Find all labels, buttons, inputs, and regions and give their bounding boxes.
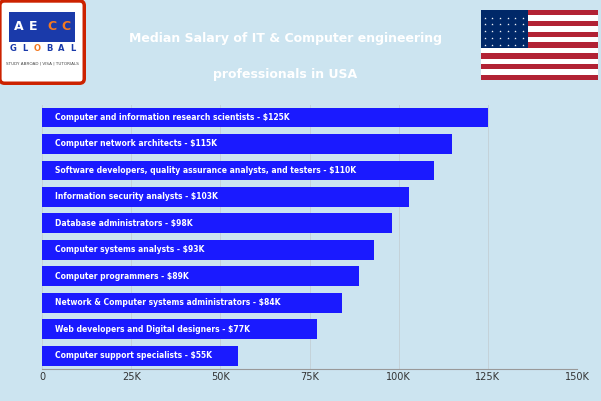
Text: O: O xyxy=(34,44,41,53)
Bar xyxy=(42,266,359,286)
Bar xyxy=(481,21,598,26)
Bar xyxy=(42,213,391,233)
FancyBboxPatch shape xyxy=(9,12,75,42)
Bar xyxy=(42,134,452,154)
Text: C: C xyxy=(61,20,70,33)
Text: professionals in USA: professionals in USA xyxy=(213,68,358,81)
FancyBboxPatch shape xyxy=(42,91,577,105)
Bar xyxy=(481,26,598,32)
Bar xyxy=(481,75,598,80)
Bar xyxy=(42,346,238,366)
Text: A: A xyxy=(14,20,23,33)
Bar xyxy=(481,15,598,21)
Bar xyxy=(42,293,341,313)
Bar xyxy=(481,10,528,48)
Text: Computer network architects - $115K: Computer network architects - $115K xyxy=(55,140,216,148)
Text: Database administrators - $98K: Database administrators - $98K xyxy=(55,219,192,228)
Bar xyxy=(481,32,598,37)
Bar xyxy=(481,69,598,75)
Bar xyxy=(42,240,374,260)
Bar xyxy=(481,43,598,48)
Bar xyxy=(481,10,598,15)
FancyBboxPatch shape xyxy=(0,1,84,83)
Text: Software developers, quality assurance analysts, and testers - $110K: Software developers, quality assurance a… xyxy=(55,166,356,175)
Text: L: L xyxy=(70,44,75,53)
Bar xyxy=(481,64,598,69)
Bar xyxy=(481,48,598,53)
Text: C: C xyxy=(47,20,56,33)
Text: STUDY ABROAD | VISA | TUTORIALS: STUDY ABROAD | VISA | TUTORIALS xyxy=(5,61,79,65)
Text: A: A xyxy=(58,44,65,53)
Text: Network & Computer systems administrators - $84K: Network & Computer systems administrator… xyxy=(55,298,280,307)
Text: Computer programmers - $89K: Computer programmers - $89K xyxy=(55,272,188,281)
Bar xyxy=(481,53,598,59)
Text: Information security analysts - $103K: Information security analysts - $103K xyxy=(55,192,218,201)
Bar xyxy=(481,37,598,43)
Bar xyxy=(42,187,409,207)
Text: E: E xyxy=(28,20,37,33)
Bar xyxy=(42,319,317,339)
Text: Computer and information research scientists - $125K: Computer and information research scient… xyxy=(55,113,289,122)
Text: Web developers and Digital designers - $77K: Web developers and Digital designers - $… xyxy=(55,325,249,334)
Text: L: L xyxy=(22,44,28,53)
Bar xyxy=(481,59,598,64)
Bar xyxy=(42,107,488,128)
Text: Computer systems analysts - $93K: Computer systems analysts - $93K xyxy=(55,245,204,254)
Text: Median Salary of IT & Computer engineering: Median Salary of IT & Computer engineeri… xyxy=(129,32,442,45)
Text: B: B xyxy=(47,44,53,53)
Text: Computer support specialists - $55K: Computer support specialists - $55K xyxy=(55,351,212,360)
Bar xyxy=(42,160,435,180)
Text: G: G xyxy=(10,44,17,53)
